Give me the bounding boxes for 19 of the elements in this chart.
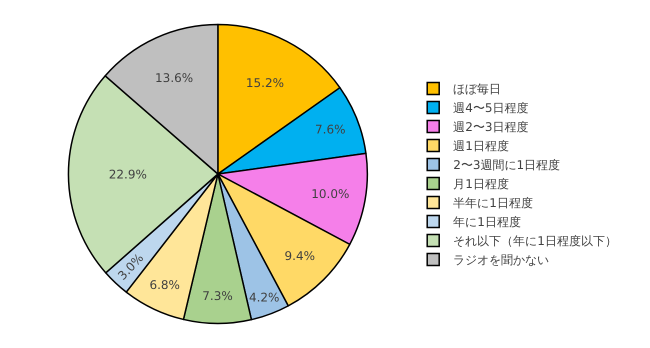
- legend-label: 年に1日程度: [453, 215, 521, 230]
- legend-label: ラジオを聞かない: [453, 253, 550, 268]
- data-label: 10.0%: [311, 186, 350, 201]
- legend-label: 2〜3週間に1日程度: [453, 158, 560, 172]
- legend-label: 半年に1日程度: [453, 196, 533, 210]
- data-label: 15.2%: [246, 76, 284, 90]
- data-label: 6.8%: [149, 278, 180, 292]
- legend-label: 月1日程度: [453, 177, 509, 192]
- data-label: 9.4%: [284, 248, 316, 263]
- data-label: 7.3%: [202, 288, 233, 303]
- data-label: 13.6%: [155, 70, 194, 85]
- data-label: 22.9%: [108, 167, 147, 182]
- legend-label: ほぼ毎日: [453, 82, 502, 96]
- data-label: 4.2%: [248, 290, 280, 305]
- data-label: 7.6%: [315, 122, 346, 137]
- legend-label: 週2〜3日程度: [453, 120, 528, 134]
- legend-label: 週4〜5日程度: [453, 101, 528, 116]
- legend-label: それ以下（年に1日程度以下）: [453, 234, 617, 248]
- legend-label: 週1日程度: [453, 139, 509, 154]
